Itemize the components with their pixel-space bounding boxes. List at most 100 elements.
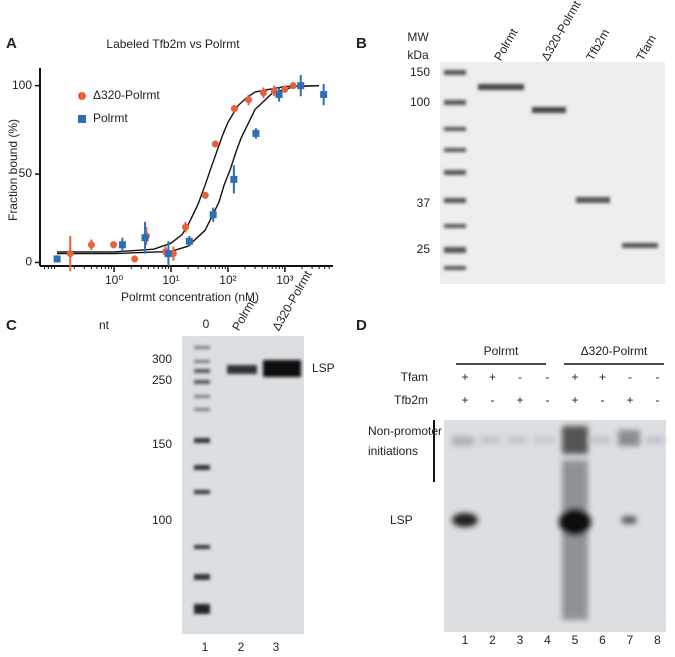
mw-marker: 100	[410, 95, 430, 109]
sign: -	[656, 370, 660, 384]
fit-curve	[57, 85, 320, 253]
group-label: Polrmt	[484, 344, 519, 358]
data-point	[118, 241, 126, 249]
data-point	[259, 89, 267, 97]
sign: -	[491, 393, 495, 407]
sign: -	[546, 370, 550, 384]
data-point	[211, 140, 219, 148]
mw-marker: 37	[417, 196, 431, 210]
gel-c: nt 0 Polrmt Δ320-Polrmt 300 250 150 100 …	[99, 268, 335, 654]
lane-label: Tfb2m	[583, 27, 612, 63]
sign: -	[518, 370, 522, 384]
sign: -	[628, 370, 632, 384]
row-label: Tfam	[401, 370, 428, 384]
data-point	[182, 223, 190, 231]
sign: -	[656, 393, 660, 407]
x-tick-label: 10²	[219, 273, 236, 287]
lane-number: 2	[238, 640, 245, 654]
gel-b: MW kDa 150 100 37 25 Polrmt Δ320-Polrmt …	[407, 0, 665, 284]
data-point	[87, 241, 95, 249]
data-point	[141, 234, 149, 242]
data-point	[230, 175, 238, 183]
sign: -	[601, 393, 605, 407]
lane-number: 2	[489, 633, 496, 647]
chart-title: Labeled Tfb2m vs Polrmt	[106, 37, 240, 51]
mw-header: kDa	[407, 48, 429, 62]
gel-d: Polrmt Δ320-Polrmt Tfam Tfb2m Non-promot…	[368, 344, 666, 647]
group-label: Δ320-Polrmt	[581, 344, 648, 358]
region-label: Non-promoter	[368, 424, 442, 438]
data-point	[131, 255, 139, 263]
size-marker: 100	[152, 513, 172, 527]
size-marker: 300	[152, 352, 172, 366]
sign: +	[626, 393, 633, 407]
panel-label: B	[356, 35, 367, 52]
sign: +	[571, 393, 578, 407]
lane-label: 0	[203, 317, 210, 331]
x-tick-label: 10⁰	[105, 273, 123, 287]
x-axis-label: Polrmt concentration (nM)	[121, 290, 259, 304]
lane-number: 6	[599, 633, 606, 647]
y-tick-label: 100	[12, 78, 32, 92]
lane-label: Polrmt	[491, 25, 521, 63]
binding-chart: Labeled Tfb2m vs Polrmt Polrmt concentra…	[6, 37, 333, 304]
lane-number: 3	[273, 640, 280, 654]
data-point	[209, 211, 217, 219]
data-point	[66, 250, 74, 258]
unit-label: nt	[99, 318, 110, 332]
sign: +	[516, 393, 523, 407]
lane-number: 8	[654, 633, 661, 647]
lane-number: 1	[202, 640, 209, 654]
mw-marker: 150	[410, 65, 430, 79]
data-point	[164, 250, 172, 258]
lane-number: 7	[627, 633, 634, 647]
lane-number: 4	[544, 633, 551, 647]
lane-number: 1	[462, 633, 469, 647]
sign: +	[461, 393, 468, 407]
lane-label: Tfam	[633, 32, 659, 63]
y-tick-label: 50	[19, 166, 33, 180]
data-point	[275, 91, 283, 99]
data-point	[252, 129, 260, 137]
gel	[440, 62, 665, 284]
panel-label: D	[356, 317, 367, 334]
data-point	[320, 91, 328, 99]
panel-label: A	[6, 35, 17, 52]
sign: +	[571, 370, 578, 384]
data-point	[245, 96, 253, 104]
region-label: initiations	[368, 444, 418, 458]
band-label: LSP	[312, 361, 335, 375]
data-point	[110, 241, 118, 249]
sign: +	[461, 370, 468, 384]
legend-label: Δ320-Polrmt	[93, 88, 160, 102]
lane-number: 3	[517, 633, 524, 647]
data-point	[201, 191, 209, 199]
data-point	[289, 82, 297, 90]
x-tick-label: 10¹	[162, 273, 179, 287]
y-tick-label: 0	[25, 255, 32, 269]
sign: +	[489, 370, 496, 384]
size-marker: 150	[152, 437, 172, 451]
legend-marker	[78, 115, 86, 123]
data-point	[230, 105, 238, 113]
mw-header: MW	[407, 30, 429, 44]
legend-marker	[78, 92, 86, 100]
x-tick-label: 10³	[276, 273, 293, 287]
data-point	[297, 82, 305, 90]
panel-label: C	[6, 317, 17, 334]
data-point	[53, 255, 61, 263]
size-marker: 250	[152, 373, 172, 387]
data-point	[281, 85, 289, 93]
gel	[182, 336, 304, 634]
data-point	[185, 237, 193, 245]
sign: -	[546, 393, 550, 407]
legend-label: Polrmt	[93, 111, 128, 125]
row-label: Tfb2m	[394, 393, 428, 407]
sign: +	[599, 370, 606, 384]
gel	[444, 420, 666, 632]
lane-number: 5	[572, 633, 579, 647]
band-label: LSP	[390, 513, 413, 527]
y-axis-label: Fraction bound (%)	[6, 119, 20, 221]
mw-marker: 25	[417, 242, 431, 256]
